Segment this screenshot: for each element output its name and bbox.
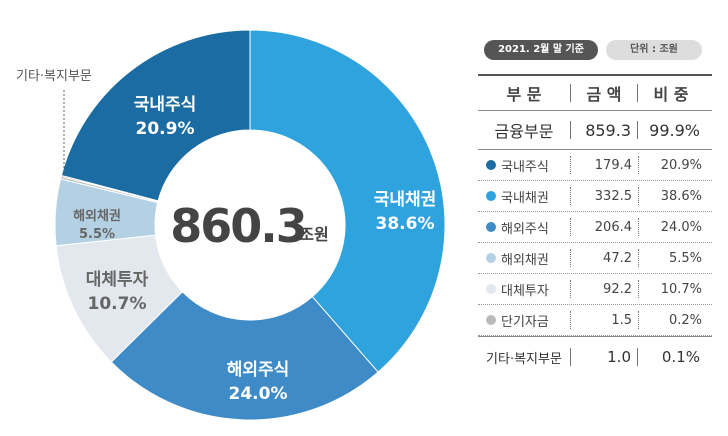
- slice-percent-label: 20.9%: [136, 119, 195, 139]
- legend-dot-icon: [486, 191, 496, 201]
- header-sector: 부 문: [506, 85, 542, 104]
- legend-dot-icon: [486, 253, 496, 263]
- legend-dot-icon: [486, 315, 496, 325]
- row-name: 해외주식: [501, 221, 549, 237]
- badge-row: 2021. 2월 말 기준 단위 : 조원: [478, 40, 712, 62]
- table-row: 대체투자 92.2 10.7%: [478, 274, 712, 305]
- row-divider: [637, 348, 638, 366]
- row-ratio: 10.7%: [660, 281, 702, 297]
- other-amount: 1.0: [607, 348, 631, 366]
- row-name: 대체투자: [501, 283, 549, 299]
- table-row: 국내채권 332.5 38.6%: [478, 181, 712, 212]
- row-sector: 국내채권: [478, 187, 570, 206]
- row-sector: 해외주식: [478, 218, 570, 237]
- row-name: 국내주식: [501, 159, 549, 175]
- row-divider: [570, 218, 572, 236]
- summary-panel: 2021. 2월 말 기준 단위 : 조원 부 문 금 액 비 중 금융부문 8…: [478, 40, 712, 377]
- donut-chart: 국내채권 38.6% 해외주식 24.0% 대체투자 10.7% 해외채권 5.5% 국내주식 2…: [16, 29, 446, 421]
- slice-percent-label: 24.0%: [229, 384, 288, 404]
- row-divider: [638, 311, 640, 329]
- row-divider: [570, 156, 572, 174]
- row-divider: [570, 280, 572, 298]
- other-name: 기타·복지부문: [486, 351, 562, 367]
- table-header: 부 문 금 액 비 중: [478, 74, 712, 111]
- row-amount: 332.5: [594, 188, 632, 204]
- row-name: 해외채권: [501, 252, 549, 268]
- center-unit: 조원: [299, 225, 328, 244]
- slice-name-label: 해외채권: [73, 208, 121, 224]
- table-row: 해외주식 206.4 24.0%: [478, 212, 712, 243]
- row-amount: 1.5: [611, 312, 632, 328]
- slice-percent-label: 38.6%: [376, 214, 435, 234]
- slice-name-label: 국내주식: [134, 95, 197, 115]
- header-amount: 금 액: [586, 85, 622, 104]
- row-divider: [638, 249, 640, 267]
- unit-badge: 단위 : 조원: [606, 40, 702, 60]
- row-name: 국내채권: [501, 190, 549, 206]
- detail-rows: 국내주식 179.4 20.9% 국내채권 332.5 38.6% 해외주식 206.4 24.…: [478, 150, 712, 336]
- table-row: 단기자금 1.5 0.2%: [478, 305, 712, 336]
- table-row: 국내주식 179.4 20.9%: [478, 150, 712, 181]
- total-amount: 859.3: [585, 120, 631, 140]
- slice-percent-label: 10.7%: [88, 294, 147, 314]
- donut-slice: [60, 29, 251, 202]
- row-divider: [638, 218, 640, 236]
- row-divider: [638, 187, 640, 205]
- row-name: 단기자금: [501, 314, 549, 330]
- other-ratio: 0.1%: [661, 348, 700, 366]
- row-divider: [570, 187, 572, 205]
- row-divider: [638, 156, 640, 174]
- donut-slice: [110, 291, 379, 421]
- date-badge: 2021. 2월 말 기준: [484, 40, 598, 60]
- row-sector: 단기자금: [478, 311, 570, 330]
- header-ratio: 비 중: [653, 85, 689, 104]
- slice-percent-label: 5.5%: [79, 227, 115, 242]
- row-ratio: 5.5%: [668, 250, 702, 266]
- header-divider: [637, 84, 638, 102]
- row-sector: 국내주식: [478, 156, 570, 175]
- total-name: 금융부문: [494, 122, 554, 141]
- row-sector: 대체투자: [478, 280, 570, 299]
- legend-dot-icon: [486, 284, 496, 294]
- slice-name-label: 해외주식: [227, 360, 290, 380]
- legend-dot-icon: [486, 160, 496, 170]
- slice-name-label: 대체투자: [86, 270, 149, 290]
- row-amount: 92.2: [603, 281, 632, 297]
- row-amount: 206.4: [594, 219, 632, 235]
- row-divider: [570, 348, 571, 366]
- row-divider: [570, 249, 572, 267]
- center-value: 860.3: [170, 199, 306, 253]
- table-row: 해외채권 47.2 5.5%: [478, 243, 712, 274]
- row-amount: 179.4: [594, 157, 632, 173]
- row-ratio: 38.6%: [660, 188, 702, 204]
- row-divider: [570, 311, 572, 329]
- row-sector: 해외채권: [478, 249, 570, 268]
- row-ratio: 0.2%: [668, 312, 702, 328]
- total-row: 금융부문 859.3 99.9%: [478, 111, 712, 150]
- row-amount: 47.2: [603, 250, 632, 266]
- outside-label: 기타·복지부문: [16, 69, 92, 84]
- row-divider: [570, 121, 571, 139]
- header-divider: [570, 84, 571, 102]
- other-row: 기타·복지부문 1.0 0.1%: [478, 336, 712, 377]
- row-ratio: 24.0%: [660, 219, 702, 235]
- row-ratio: 20.9%: [660, 157, 702, 173]
- donut-slice: [249, 29, 446, 373]
- row-divider: [638, 280, 640, 298]
- row-divider: [637, 121, 638, 139]
- legend-dot-icon: [486, 222, 496, 232]
- total-ratio: 99.9%: [649, 120, 700, 140]
- slice-name-label: 국내채권: [374, 190, 437, 210]
